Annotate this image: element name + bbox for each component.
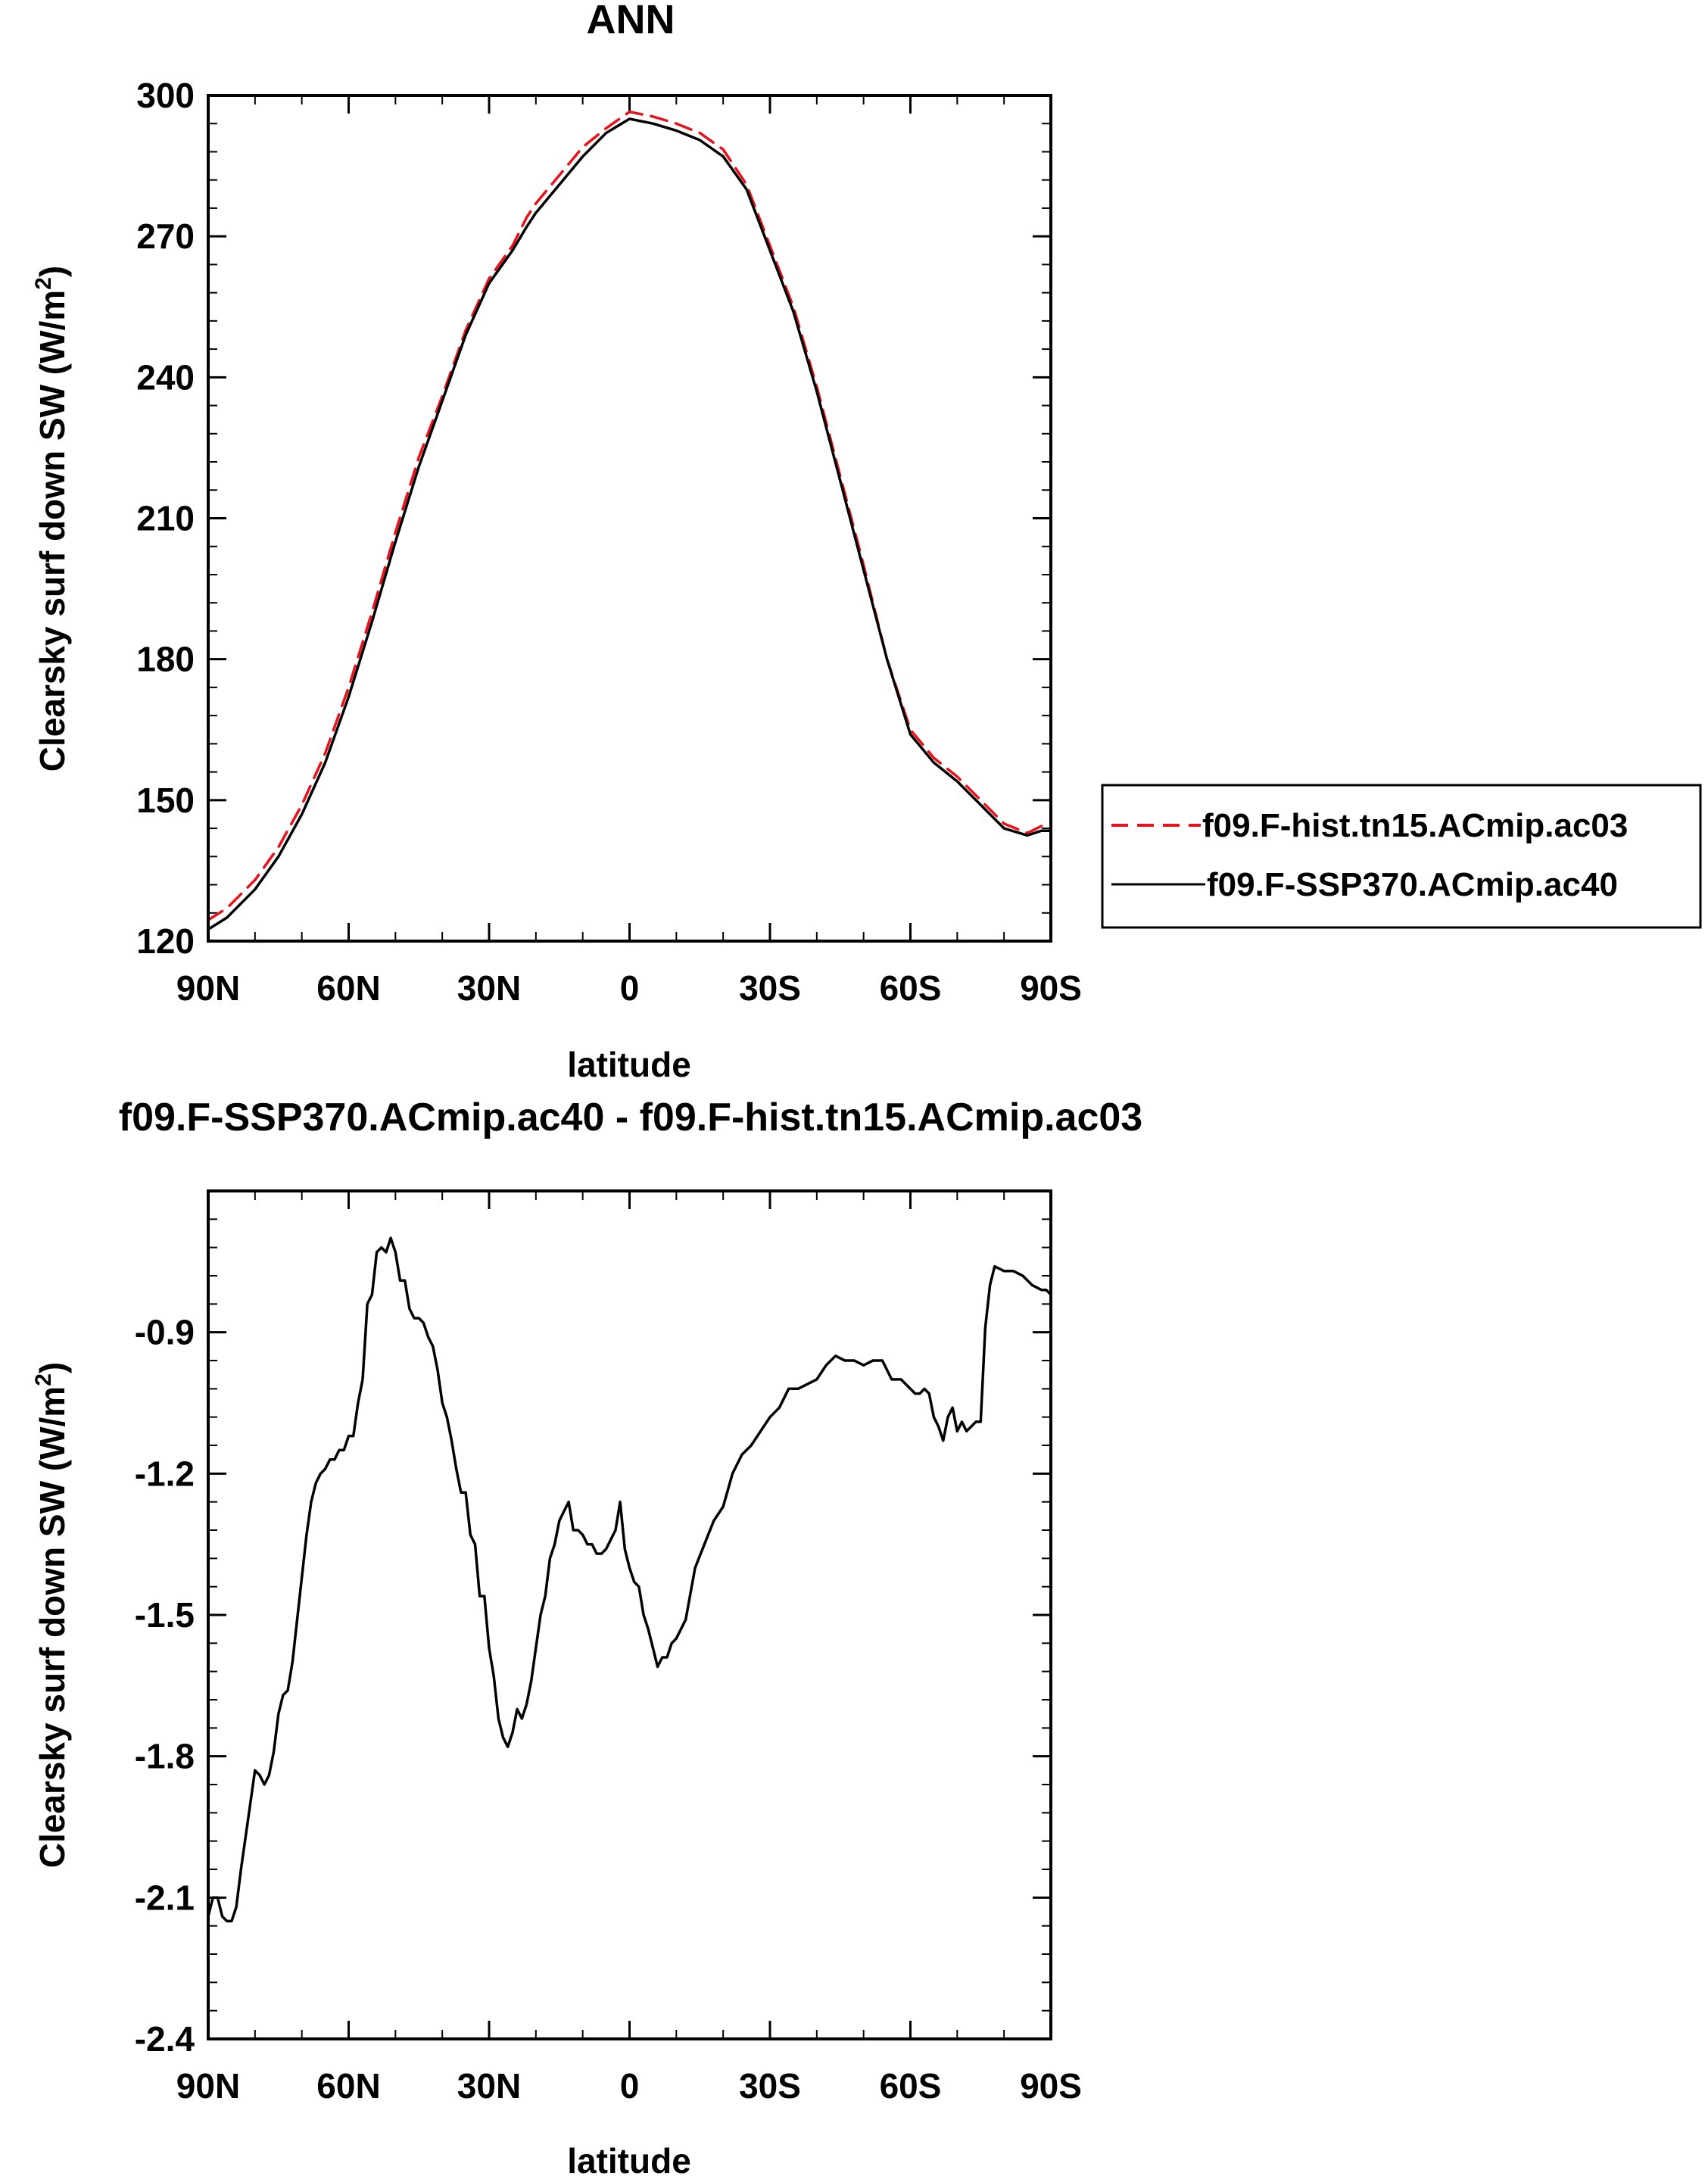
x-tick-label: 90N — [176, 2066, 240, 2106]
y-tick-label: 120 — [136, 921, 195, 961]
x-tick-label: 90S — [1020, 2066, 1082, 2106]
x-axis-label: latitude — [567, 1045, 691, 1084]
tick-marks — [207, 94, 1052, 943]
series-lines — [207, 110, 1052, 931]
y-tick-label: -0.9 — [135, 1313, 195, 1352]
y-tick-label: -2.1 — [135, 1878, 195, 1917]
legend-label-hist: f09.F-hist.tn15.ACmip.ac03 — [1202, 807, 1628, 844]
x-tick-label: 30S — [739, 968, 801, 1008]
x-tick-label: 0 — [620, 2066, 640, 2106]
y-axis-label: Clearsky surf down SW (W/m2) — [31, 266, 72, 772]
top-chart: ANN 90N 60N 30N 0 30S 60S 90S 120 150 180 210 240 2… — [31, 0, 1702, 1084]
y-axis-label: Clearsky surf down SW (W/m2) — [31, 1362, 72, 1868]
x-tick-labels: 90N 60N 30N 0 30S 60S 90S — [176, 968, 1082, 1008]
legend: f09.F-hist.tn15.ACmip.ac03 f09.F-SSP370.… — [1101, 784, 1702, 929]
y-tick-label: 210 — [136, 499, 195, 538]
legend-label-ssp370: f09.F-SSP370.ACmip.ac40 — [1207, 866, 1618, 903]
y-tick-label: -1.2 — [135, 1454, 195, 1493]
x-tick-label: 30S — [739, 2066, 801, 2106]
y-tick-label: 300 — [136, 76, 195, 115]
x-tick-label: 0 — [620, 968, 640, 1008]
x-tick-label: 90N — [176, 968, 240, 1008]
y-tick-label: -1.8 — [135, 1737, 195, 1776]
x-tick-label: 60S — [880, 2066, 942, 2106]
series-line — [207, 110, 1052, 921]
y-axis-label-text: Clearsky surf down SW (W/m — [33, 1386, 72, 1868]
y-axis-label-superscript: 2 — [31, 1373, 56, 1386]
y-tick-label: 180 — [136, 640, 195, 679]
x-tick-label: 60N — [316, 2066, 380, 2106]
y-tick-label: 240 — [136, 357, 195, 397]
x-tick-label: 60N — [316, 968, 380, 1008]
y-axis-label-close: ) — [33, 266, 72, 277]
chart-title: f09.F-SSP370.ACmip.ac40 - f09.F-hist.tn1… — [119, 1096, 1142, 1139]
chart-title: ANN — [587, 0, 675, 42]
series-line — [207, 1236, 1052, 1923]
x-tick-label: 90S — [1020, 968, 1082, 1008]
series-line — [207, 117, 1052, 931]
y-tick-label: -1.5 — [135, 1595, 195, 1635]
x-tick-labels: 90N 60N 30N 0 30S 60S 90S — [176, 2066, 1082, 2106]
y-tick-label: -2.4 — [135, 2019, 195, 2059]
tick-marks — [207, 1191, 1052, 2040]
y-axis-label-superscript: 2 — [31, 277, 56, 290]
x-tick-label: 60S — [880, 968, 942, 1008]
x-tick-label: 30N — [457, 2066, 521, 2106]
y-tick-labels: 120 150 180 210 240 270 300 — [136, 76, 195, 961]
y-tick-label: 270 — [136, 217, 195, 256]
y-tick-labels: -2.4 -2.1 -1.8 -1.5 -1.2 -0.9 — [135, 1313, 195, 2059]
legend-box — [1101, 784, 1702, 929]
y-axis-label-text: Clearsky surf down SW (W/m — [33, 290, 72, 772]
bottom-chart: f09.F-SSP370.ACmip.ac40 - f09.F-hist.tn1… — [31, 1096, 1142, 2179]
y-tick-label: 150 — [136, 781, 195, 820]
y-axis-label-close: ) — [33, 1362, 72, 1373]
plot-frame — [207, 94, 1052, 943]
plot-frame — [207, 1189, 1052, 2040]
x-axis-label: latitude — [567, 2141, 691, 2179]
x-tick-label: 30N — [457, 968, 521, 1008]
series-lines — [207, 1236, 1052, 1923]
